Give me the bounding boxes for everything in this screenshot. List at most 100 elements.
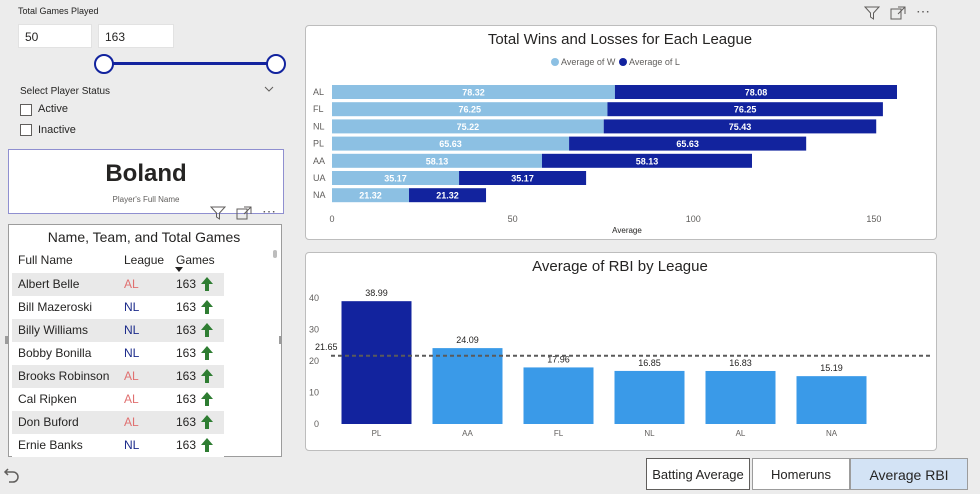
bar-segment bbox=[332, 171, 460, 185]
data-label: 24.09 bbox=[456, 335, 479, 345]
focus-mode-icon[interactable] bbox=[890, 6, 906, 20]
games-cell: 163 bbox=[176, 300, 197, 314]
games-cell: 163 bbox=[176, 369, 197, 383]
league-cell: NL bbox=[124, 346, 140, 360]
legend-marker bbox=[551, 58, 559, 66]
column-header-games[interactable]: Games bbox=[176, 253, 215, 267]
x-tick-label: AA bbox=[462, 429, 473, 438]
table-scrollbar[interactable] bbox=[273, 250, 277, 258]
player-name-cell: Bill Mazeroski bbox=[18, 300, 93, 314]
bar-segment bbox=[332, 85, 615, 99]
games-slider-title: Total Games Played bbox=[18, 6, 99, 16]
filter-icon[interactable] bbox=[864, 6, 880, 20]
data-label: 38.99 bbox=[365, 288, 388, 298]
bar-segment bbox=[332, 188, 410, 203]
table-row[interactable]: Brooks Robinson AL 163 bbox=[12, 365, 224, 388]
games-cell: 163 bbox=[176, 277, 197, 291]
bar-segment bbox=[459, 171, 587, 185]
player-name-cell: Albert Belle bbox=[18, 277, 80, 291]
data-label: 16.85 bbox=[638, 358, 661, 368]
slider-track[interactable] bbox=[104, 62, 276, 65]
inactive-checkbox[interactable] bbox=[20, 124, 32, 136]
games-min-input[interactable]: 50 bbox=[18, 24, 92, 48]
y-tick-label: AA bbox=[313, 156, 325, 166]
data-label: 16.83 bbox=[729, 358, 752, 368]
undo-icon[interactable] bbox=[2, 466, 20, 484]
player-name-cell: Bobby Bonilla bbox=[18, 346, 92, 360]
legend-label: Average of W bbox=[561, 57, 616, 67]
y-tick-label: 40 bbox=[309, 293, 319, 303]
slider-handle-min[interactable] bbox=[94, 54, 114, 74]
table-row[interactable]: Cal Ripken AL 163 bbox=[12, 388, 224, 411]
player-name-cell: Cal Ripken bbox=[18, 392, 77, 406]
active-checkbox[interactable] bbox=[20, 104, 32, 116]
average-rbi-button[interactable]: Average RBI bbox=[850, 458, 968, 490]
batting-average-button[interactable]: Batting Average bbox=[646, 458, 750, 490]
x-tick-label: NA bbox=[826, 429, 838, 438]
y-tick-label: 0 bbox=[314, 419, 319, 429]
arrow-up-icon bbox=[201, 346, 213, 360]
y-tick-label: 30 bbox=[309, 325, 319, 335]
rbi-bar bbox=[614, 370, 685, 424]
wins-losses-chart-title: Total Wins and Losses for Each League bbox=[487, 31, 753, 48]
column-header-league[interactable]: League bbox=[124, 253, 165, 267]
resize-handle-right[interactable] bbox=[279, 336, 282, 344]
y-tick-label: UA bbox=[313, 173, 326, 183]
homeruns-button[interactable]: Homeruns bbox=[752, 458, 850, 490]
league-cell: AL bbox=[124, 277, 139, 291]
league-cell: AL bbox=[124, 392, 139, 406]
slider-handle-max[interactable] bbox=[266, 54, 286, 74]
player-name-cell: Ernie Banks bbox=[18, 438, 83, 452]
games-cell: 163 bbox=[176, 438, 197, 452]
more-options-icon[interactable]: ⋯ bbox=[262, 203, 276, 219]
table-row[interactable]: Bobby Bonilla NL 163 bbox=[12, 342, 224, 365]
data-label: 76.25 bbox=[458, 105, 481, 115]
games-cell: 163 bbox=[176, 323, 197, 337]
league-cell: NL bbox=[124, 438, 140, 452]
bar-segment bbox=[332, 153, 542, 168]
arrow-up-icon bbox=[201, 392, 213, 406]
x-tick-label: 150 bbox=[866, 214, 881, 224]
league-cell: AL bbox=[124, 369, 139, 383]
table-row[interactable]: Bill Mazeroski NL 163 bbox=[12, 296, 224, 319]
rbi-bar bbox=[796, 376, 867, 424]
y-tick-label: PL bbox=[313, 139, 324, 149]
data-label: 75.43 bbox=[729, 122, 752, 132]
x-tick-label: FL bbox=[554, 429, 564, 438]
data-label: 21.32 bbox=[436, 191, 459, 201]
bar-segment bbox=[541, 153, 752, 168]
data-label: 58.13 bbox=[426, 156, 449, 166]
league-cell: NL bbox=[124, 300, 140, 314]
arrow-up-icon bbox=[201, 300, 213, 314]
x-tick-label: 50 bbox=[508, 214, 518, 224]
games-cell: 163 bbox=[176, 392, 197, 406]
table-row[interactable]: Albert Belle AL 163 bbox=[12, 273, 224, 296]
table-row[interactable]: Billy Williams NL 163 bbox=[12, 319, 224, 342]
average-line-label: 21.65 bbox=[315, 342, 338, 352]
data-label: 76.25 bbox=[734, 105, 757, 115]
rbi-bar bbox=[705, 370, 776, 424]
column-header-name[interactable]: Full Name bbox=[18, 253, 73, 267]
data-label: 75.22 bbox=[457, 122, 480, 132]
legend-label: Average of L bbox=[629, 57, 680, 67]
arrow-up-icon bbox=[201, 369, 213, 383]
rbi-chart-title: Average of RBI by League bbox=[532, 258, 708, 275]
filter-icon[interactable] bbox=[210, 206, 226, 220]
table-row[interactable]: Don Buford AL 163 bbox=[12, 411, 224, 434]
focus-mode-icon[interactable] bbox=[236, 206, 252, 220]
sort-descending-icon bbox=[175, 267, 183, 272]
more-options-icon[interactable]: ⋯ bbox=[916, 3, 930, 19]
chevron-down-icon[interactable] bbox=[264, 85, 274, 93]
bar-segment bbox=[332, 102, 608, 117]
player-card bbox=[8, 149, 284, 214]
arrow-up-icon bbox=[201, 415, 213, 429]
status-filter-title: Select Player Status bbox=[20, 86, 111, 97]
games-max-input[interactable]: 163 bbox=[98, 24, 174, 48]
league-cell: AL bbox=[124, 415, 139, 429]
x-tick-label: NL bbox=[644, 429, 655, 438]
table-row[interactable]: Ernie Banks NL 163 bbox=[12, 434, 224, 457]
x-tick-label: AL bbox=[736, 429, 746, 438]
bar-segment bbox=[569, 136, 807, 151]
resize-handle-left[interactable] bbox=[5, 336, 8, 344]
data-label: 17.96 bbox=[547, 354, 570, 364]
